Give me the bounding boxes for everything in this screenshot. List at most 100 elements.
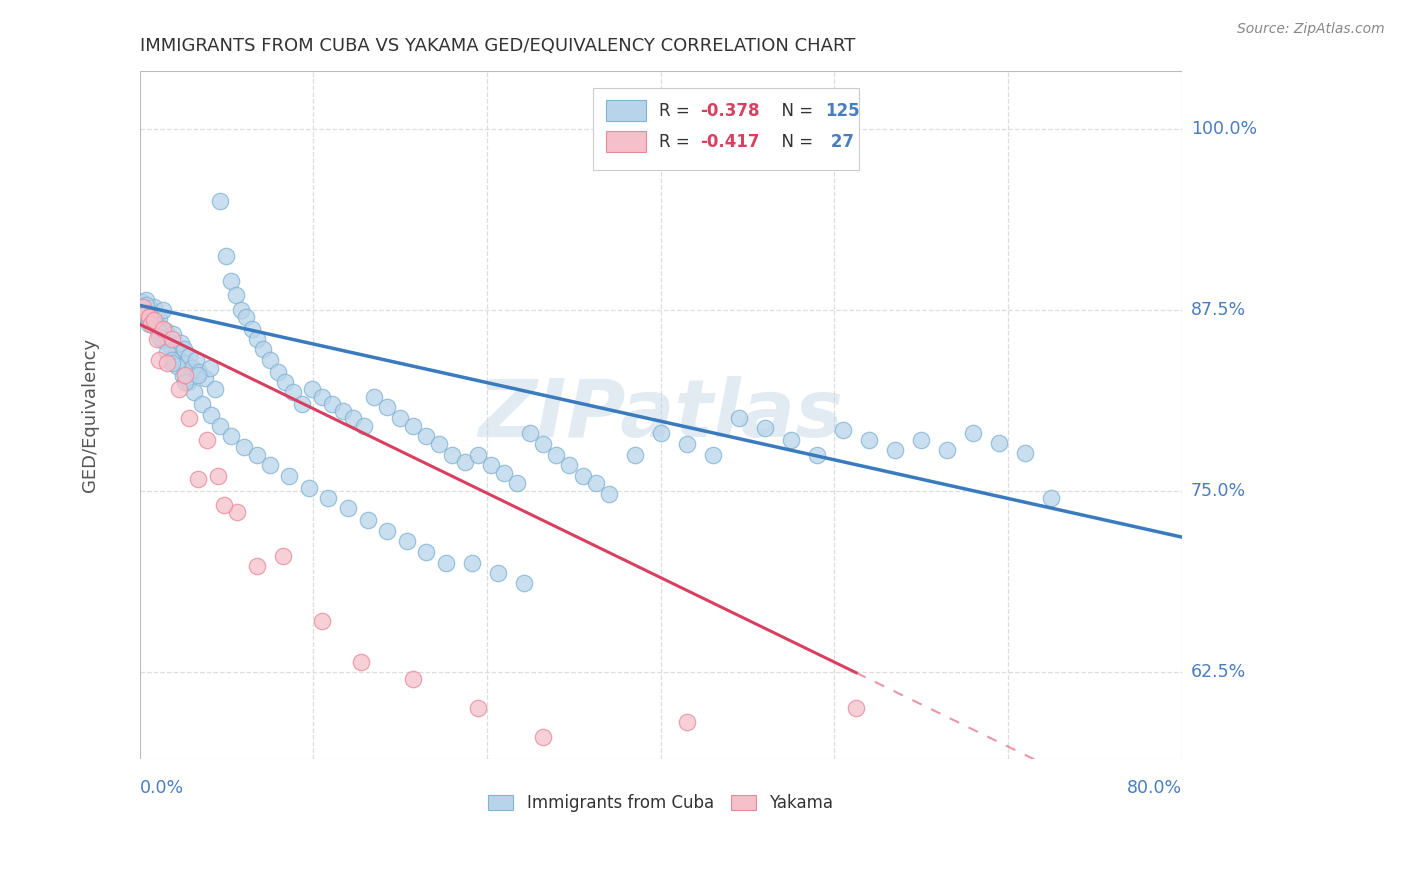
Point — [278, 469, 301, 483]
Point — [187, 368, 209, 382]
Point — [675, 715, 697, 730]
Point — [225, 288, 247, 302]
Point — [415, 428, 437, 442]
Point — [136, 310, 159, 324]
Point — [252, 342, 274, 356]
Text: N =: N = — [770, 102, 818, 120]
Point — [910, 433, 932, 447]
Text: 62.5%: 62.5% — [1191, 663, 1246, 681]
Point — [145, 332, 167, 346]
Point — [246, 332, 269, 346]
Point — [174, 375, 197, 389]
Point — [191, 397, 214, 411]
Point — [675, 437, 697, 451]
Point — [1014, 446, 1036, 460]
Point — [506, 476, 529, 491]
Point — [131, 295, 153, 310]
Point — [134, 298, 156, 312]
Point — [832, 423, 855, 437]
Point — [160, 353, 183, 368]
Point — [188, 365, 211, 379]
FancyBboxPatch shape — [606, 100, 647, 121]
Text: ZIPatlas: ZIPatlas — [478, 376, 844, 454]
Point — [519, 425, 541, 440]
Text: 87.5%: 87.5% — [1191, 301, 1246, 318]
Point — [177, 375, 200, 389]
Point — [467, 701, 489, 715]
Point — [195, 433, 218, 447]
Point — [353, 418, 375, 433]
Point — [167, 383, 190, 397]
Point — [149, 327, 172, 342]
Text: 80.0%: 80.0% — [1126, 779, 1182, 797]
Legend: Immigrants from Cuba, Yakama: Immigrants from Cuba, Yakama — [482, 788, 839, 819]
Point — [132, 305, 155, 319]
Point — [479, 458, 502, 472]
Text: 125: 125 — [825, 102, 860, 120]
Point — [172, 369, 194, 384]
Point — [332, 404, 354, 418]
Point — [356, 513, 378, 527]
Point — [160, 356, 183, 370]
Point — [145, 309, 167, 323]
Point — [235, 310, 257, 324]
Point — [780, 433, 803, 447]
Point — [142, 307, 165, 321]
Point — [150, 321, 173, 335]
Point — [962, 425, 984, 440]
Point — [259, 353, 281, 368]
FancyBboxPatch shape — [606, 131, 647, 152]
Point — [142, 313, 165, 327]
Point — [727, 411, 749, 425]
Point — [321, 397, 343, 411]
Point — [350, 655, 373, 669]
Text: GED/Equivalency: GED/Equivalency — [80, 338, 98, 491]
Text: -0.378: -0.378 — [700, 102, 759, 120]
Text: N =: N = — [770, 133, 818, 151]
Point — [226, 506, 249, 520]
Point — [936, 443, 959, 458]
Point — [533, 437, 555, 451]
Point — [806, 448, 828, 462]
Point — [494, 467, 516, 481]
Point — [546, 448, 568, 462]
Point — [467, 448, 489, 462]
Point — [271, 549, 294, 563]
Point — [298, 481, 321, 495]
Point — [702, 448, 724, 462]
Point — [148, 353, 170, 368]
Point — [174, 368, 197, 382]
Point — [148, 311, 170, 326]
Point — [160, 339, 183, 353]
Point — [194, 371, 217, 385]
Point — [135, 293, 157, 307]
Point — [231, 302, 253, 317]
Point — [152, 302, 174, 317]
Point — [184, 353, 207, 368]
Point — [141, 313, 163, 327]
Point — [402, 672, 425, 686]
Point — [212, 498, 235, 512]
Point — [513, 576, 536, 591]
Point — [157, 332, 180, 346]
Point — [176, 356, 198, 370]
Text: 0.0%: 0.0% — [139, 779, 184, 797]
Point — [402, 418, 425, 433]
Point — [232, 440, 254, 454]
Text: -0.417: -0.417 — [700, 133, 759, 151]
Text: R =: R = — [658, 133, 695, 151]
Point — [142, 316, 165, 330]
Point — [988, 436, 1011, 450]
Point — [754, 421, 776, 435]
Point — [219, 274, 242, 288]
Point — [415, 544, 437, 558]
Point — [207, 469, 229, 483]
Point — [209, 418, 232, 433]
FancyBboxPatch shape — [593, 88, 859, 170]
Point — [259, 458, 281, 472]
Point — [337, 501, 360, 516]
Point — [153, 330, 176, 344]
Point — [311, 390, 333, 404]
Point — [246, 559, 269, 574]
Point — [141, 317, 163, 331]
